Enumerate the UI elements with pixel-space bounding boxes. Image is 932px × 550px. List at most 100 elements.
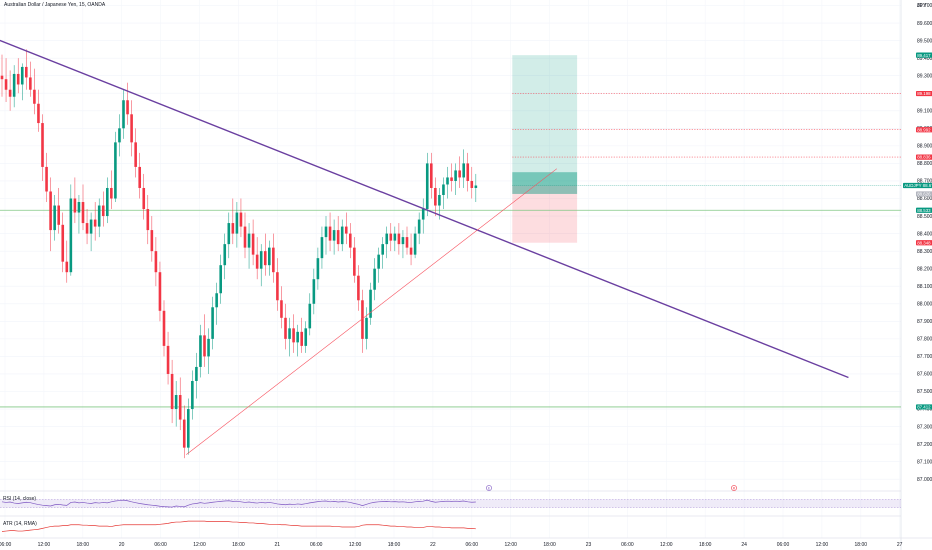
price-tick-label: 87.000: [917, 477, 932, 483]
horizontal-levels[interactable]: [0, 93, 901, 408]
price-tick-label: 87.300: [917, 424, 932, 430]
candle-body: [276, 272, 279, 301]
price-tick-label: 87.500: [917, 389, 932, 395]
price-badge-bg: [916, 240, 932, 246]
price-tick-label: 88.400: [917, 231, 932, 237]
candle-body: [110, 187, 113, 199]
candle-body: [97, 205, 101, 227]
candle-body: [73, 198, 77, 213]
event-marker-circle[interactable]: [731, 485, 737, 491]
candle-body: [421, 209, 425, 220]
price-badge-label: 88.626: [917, 192, 931, 197]
candle-body: [142, 187, 146, 210]
price-tick-label: 89.100: [917, 108, 932, 114]
time-tick-label: 18:00: [77, 542, 90, 548]
candle-body: [430, 163, 433, 188]
candle-body: [389, 233, 393, 241]
candle-body: [223, 244, 227, 266]
price-tick-label: 88.500: [917, 214, 932, 220]
candle-body: [442, 184, 445, 195]
price-badge-bg: [916, 207, 932, 213]
long-position-tool[interactable]: [512, 55, 901, 243]
candle-body: [308, 303, 312, 329]
candle-body: [114, 142, 117, 199]
candle-body: [122, 100, 125, 129]
candle-body: [25, 66, 28, 78]
trendlines[interactable]: [0, 39, 849, 455]
candle-body: [239, 212, 243, 227]
candle-body: [349, 233, 352, 248]
candle-body: [446, 177, 449, 185]
time-tick-label: 06:00: [621, 542, 634, 548]
candle-body: [101, 205, 105, 217]
candle-body: [166, 345, 170, 374]
event-marker-circle[interactable]: [486, 485, 492, 491]
candle-body: [344, 226, 348, 234]
rsi-pane: [0, 499, 901, 508]
candle-body: [4, 79, 8, 90]
price-tick-label: 89.600: [917, 21, 932, 27]
candle-body: [187, 409, 190, 448]
price-tick-label: 87.900: [917, 319, 932, 325]
descending-trendline[interactable]: [0, 39, 849, 379]
candle-body: [397, 233, 401, 245]
time-tick-label: 18:00: [232, 542, 245, 548]
candle-body: [365, 317, 368, 339]
candle-body: [16, 73, 20, 85]
candle-body: [413, 233, 417, 255]
atr-label: ATR (14, RMA): [3, 521, 37, 527]
candle-body: [470, 180, 474, 188]
candle-body: [235, 212, 239, 234]
price-badge-bg: [916, 52, 932, 58]
candle-body: [409, 247, 413, 255]
candle-body: [324, 226, 328, 238]
symbol-title: Australian Dollar / Japanese Yen, 15, OA…: [4, 2, 106, 8]
price-badge: 88.992: [916, 127, 932, 132]
candle-body: [154, 251, 158, 273]
atr-pane: [1, 520, 476, 532]
open-pnl-zone: [512, 172, 578, 194]
rsi-label: RSI (14, close): [3, 496, 36, 502]
event-marker[interactable]: R: [731, 485, 737, 491]
candle-body: [263, 251, 267, 266]
price-badge-bg: [916, 404, 932, 410]
candle-body: [178, 395, 182, 420]
rsi-line: [1, 499, 476, 508]
candle-body: [211, 307, 214, 339]
price-badge: 89.198: [916, 90, 932, 96]
event-marker[interactable]: E: [486, 485, 492, 491]
candle-body: [462, 163, 465, 178]
price-badge-label: 89.198: [917, 91, 931, 96]
time-tick-label: 12:00: [193, 542, 206, 548]
candle-body: [434, 187, 437, 206]
event-marker-label: E: [488, 487, 491, 491]
candle-body: [369, 289, 372, 318]
price-tick-label: 88.800: [917, 161, 932, 167]
candle-body: [454, 170, 457, 181]
price-badge-bg: [903, 182, 932, 189]
candle-body: [353, 247, 356, 276]
candle-body: [316, 258, 320, 280]
profit-zone[interactable]: [512, 55, 578, 186]
candle-body: [296, 331, 299, 343]
time-axis[interactable]: 06:00 12:00 18:00 20 06:00 12:00 18:00 21 06:00 1…: [0, 542, 903, 548]
candle-body: [377, 254, 380, 269]
candlestick-series: [0, 49, 478, 459]
ascending-trendline[interactable]: [186, 168, 558, 455]
candle-body: [361, 300, 364, 339]
candle-body: [65, 261, 69, 273]
candle-body: [53, 205, 56, 231]
time-tick-label: 24: [741, 542, 747, 548]
price-badge: 88.836: [916, 154, 932, 160]
price-tick-label: 88.900: [917, 144, 932, 150]
price-badge: 88.533: [916, 207, 932, 213]
candle-body: [57, 205, 60, 225]
candle-body: [37, 103, 40, 124]
loss-zone[interactable]: [512, 185, 578, 243]
time-tick-label: 18:00: [543, 542, 556, 548]
candle-body: [292, 328, 295, 343]
time-tick-label: 18:00: [388, 542, 401, 548]
